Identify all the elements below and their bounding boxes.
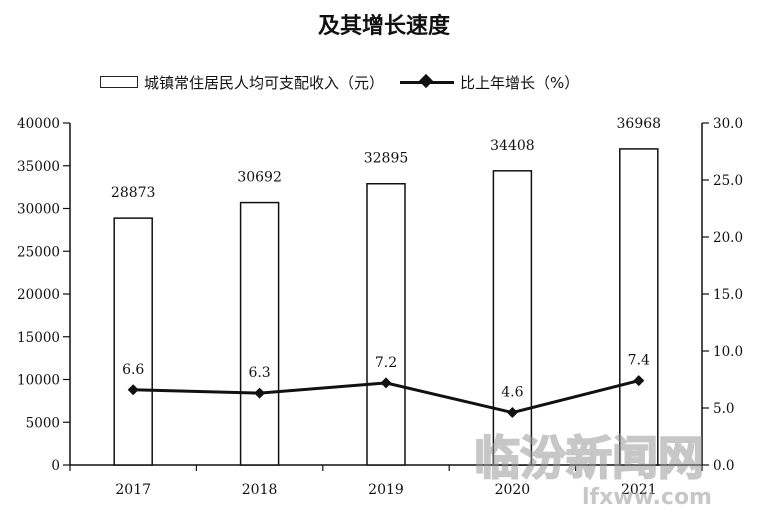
line-value-label: 4.6 [501, 385, 523, 401]
bar [366, 182, 406, 466]
x-tick-label: 2020 [495, 482, 531, 498]
y-right-tick-label: 5.0 [713, 401, 734, 417]
y-right-tick-label: 20.0 [713, 230, 743, 246]
line-point-marker [380, 377, 392, 389]
line-point-marker [506, 407, 518, 419]
bar [239, 201, 280, 466]
y-left-tick-label: 20000 [17, 287, 60, 303]
line-point-marker [633, 375, 645, 387]
y-left-tick-label: 15000 [17, 330, 60, 346]
y-left-tick-label: 35000 [17, 159, 60, 175]
line-value-label: 6.6 [122, 362, 144, 378]
y-right-tick-label: 30.0 [713, 116, 743, 132]
chart-axes: 0 5000 10000 15000 20000 25000 30000 35000 40000… [17, 116, 743, 498]
y-right-tick-label: 15.0 [713, 287, 743, 303]
line-point-marker [254, 387, 266, 399]
line-value-label: 7.2 [375, 355, 397, 371]
x-tick-label: 2021 [621, 482, 657, 498]
bar-series [113, 148, 659, 466]
y-left-tick-label: 40000 [17, 116, 60, 132]
chart-title: 及其增长速度 [317, 14, 450, 39]
y-left-tick-label: 25000 [17, 244, 60, 260]
x-tick-label: 2017 [115, 482, 151, 498]
line-series [127, 375, 645, 419]
bar-value-label: 34408 [490, 138, 535, 154]
x-tick-label: 2019 [368, 482, 404, 498]
bar-value-label: 28873 [111, 185, 156, 201]
legend-line-label: 比上年增长（%） [460, 73, 580, 92]
bar [619, 148, 659, 466]
line-point-marker [127, 384, 139, 396]
y-right-tick-label: 0.0 [713, 458, 734, 474]
line-value-label: 7.4 [628, 353, 650, 369]
y-right-tick-label: 25.0 [713, 173, 743, 189]
x-tick-label: 2018 [242, 482, 278, 498]
bar-value-label: 36968 [617, 116, 662, 132]
line-value-label: 6.3 [248, 365, 270, 381]
legend-bar-label: 城镇常住居民人均可支配收入（元） [144, 73, 385, 92]
chart-legend: 城镇常住居民人均可支配收入（元） 比上年增长（%） [100, 70, 579, 94]
bar [492, 170, 533, 466]
data-labels: 28873 30692 32895 34408 36968 6.6 6.3 7.2 4.6 7.4 [111, 116, 661, 401]
y-right-tick-label: 10.0 [713, 344, 743, 360]
bar [113, 217, 153, 466]
bar-value-label: 30692 [237, 170, 282, 186]
legend-bar-swatch [100, 76, 138, 88]
y-left-tick-label: 30000 [17, 202, 60, 218]
y-left-tick-label: 10000 [17, 373, 60, 389]
y-left-tick-label: 0 [51, 458, 60, 474]
y-left-tick-label: 5000 [26, 415, 60, 431]
bar-value-label: 32895 [364, 151, 409, 167]
legend-line-swatch [400, 75, 455, 89]
